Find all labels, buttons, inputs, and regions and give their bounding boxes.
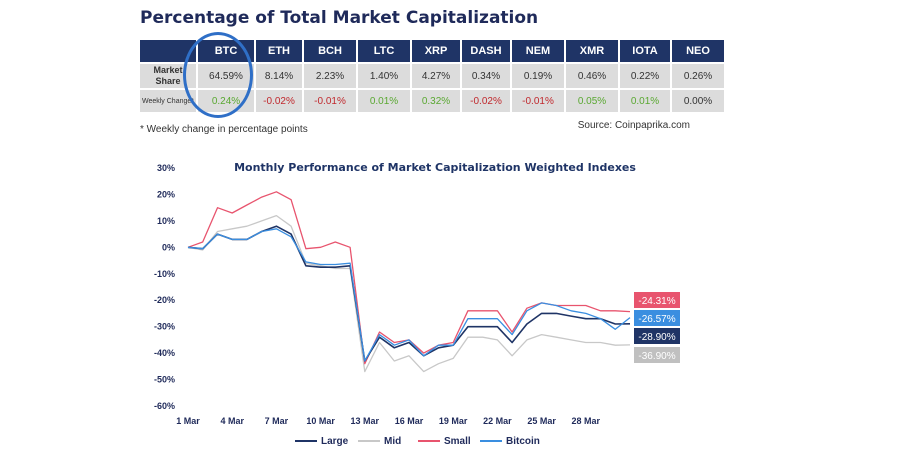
end-label-box <box>634 292 680 308</box>
table-cell: 1.40% <box>358 64 410 88</box>
col-header: NEM <box>512 40 564 62</box>
end-label-box <box>634 347 680 363</box>
table-cell: 2.23% <box>304 64 356 88</box>
y-tick-label: 0% <box>162 242 175 252</box>
end-label-text: -36.90% <box>638 351 675 362</box>
end-label-box <box>634 328 680 344</box>
y-tick-label: 30% <box>157 163 175 173</box>
y-tick-label: 10% <box>157 216 175 226</box>
end-label-text: -26.57% <box>638 314 675 325</box>
col-header: XRP <box>412 40 460 62</box>
row-label: Weekly Change* <box>140 90 196 112</box>
y-tick-label: -30% <box>154 322 175 332</box>
table-cell: 0.34% <box>462 64 510 88</box>
end-label-text: -28.90% <box>638 332 675 343</box>
btc-highlight-circle <box>183 32 253 118</box>
x-tick-label: 19 Mar <box>439 416 468 426</box>
table-cell: -0.01% <box>304 90 356 112</box>
table-corner <box>140 40 196 62</box>
legend-label: Large <box>321 436 349 447</box>
x-axis: 1 Mar 4 Mar 7 Mar 10 Mar 13 Mar 16 Mar 19 Mar 2… <box>176 416 600 426</box>
col-header: LTC <box>358 40 410 62</box>
col-header: NEO <box>672 40 724 62</box>
series-line-mid <box>187 214 631 373</box>
y-axis: 30% 20% 10% 0% -10% -20% -30% -40% -50% -60% <box>154 163 175 411</box>
y-tick-label: -10% <box>154 269 175 279</box>
col-header: ETH <box>256 40 302 62</box>
legend-label: Bitcoin <box>506 436 540 447</box>
table-cell: 0.22% <box>620 64 670 88</box>
legend-label: Small <box>444 436 471 447</box>
table-cell: 8.14% <box>256 64 302 88</box>
end-label-box <box>634 310 680 326</box>
col-header: XMR <box>566 40 618 62</box>
table-cell: 0.46% <box>566 64 618 88</box>
legend-label: Mid <box>384 436 401 447</box>
y-tick-label: -60% <box>154 401 175 411</box>
table-cell: 0.01% <box>620 90 670 112</box>
table-cell: 4.27% <box>412 64 460 88</box>
footnote: * Weekly change in percentage points <box>140 124 308 135</box>
col-header: DASH <box>462 40 510 62</box>
series-lines <box>187 191 631 373</box>
chart-title: Monthly Performance of Market Capitaliza… <box>234 161 636 174</box>
x-tick-label: 10 Mar <box>306 416 335 426</box>
table-cell: 0.19% <box>512 64 564 88</box>
performance-chart: Monthly Performance of Market Capitaliza… <box>154 161 680 447</box>
table-cell: 0.32% <box>412 90 460 112</box>
series-line-bitcoin <box>187 228 631 362</box>
table-cell: 0.05% <box>566 90 618 112</box>
table-cell: 0.26% <box>672 64 724 88</box>
x-tick-label: 25 Mar <box>527 416 556 426</box>
x-tick-label: 4 Mar <box>220 416 244 426</box>
col-header: BCH <box>304 40 356 62</box>
col-header: IOTA <box>620 40 670 62</box>
y-tick-label: 20% <box>157 189 175 199</box>
x-tick-label: 22 Mar <box>483 416 512 426</box>
table-cell: -0.02% <box>462 90 510 112</box>
x-tick-label: 16 Mar <box>395 416 424 426</box>
x-tick-label: 13 Mar <box>351 416 380 426</box>
x-tick-label: 7 Mar <box>265 416 289 426</box>
y-tick-label: -40% <box>154 348 175 358</box>
source-credit: Source: Coinpaprika.com <box>577 120 690 131</box>
table-cell: -0.01% <box>512 90 564 112</box>
y-tick-label: -20% <box>154 295 175 305</box>
legend: Large Mid Small Bitcoin <box>295 436 540 447</box>
end-labels: -24.31% -26.57% -28.90% -36.90% <box>634 292 680 363</box>
table-cell: 0.00% <box>672 90 724 112</box>
end-label-text: -24.31% <box>638 296 675 307</box>
x-tick-label: 28 Mar <box>572 416 601 426</box>
x-tick-label: 1 Mar <box>176 416 200 426</box>
table-cell: -0.02% <box>256 90 302 112</box>
table-cell: 0.01% <box>358 90 410 112</box>
y-tick-label: -50% <box>154 375 175 385</box>
table-header-row: BTC ETH BCH LTC XRP DASH NEM XMR IOTA NE… <box>140 40 724 62</box>
page-title: Percentage of Total Market Capitalizatio… <box>140 8 539 28</box>
